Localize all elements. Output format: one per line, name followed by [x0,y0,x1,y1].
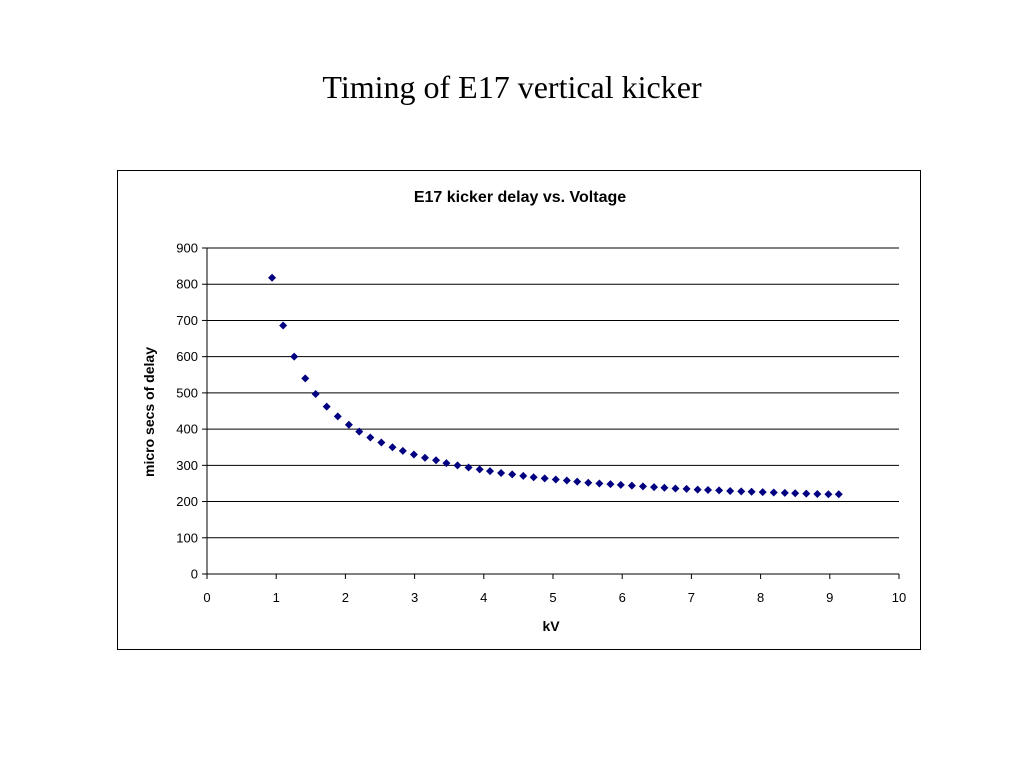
data-point [573,477,582,486]
data-point [627,481,636,490]
data-point [747,487,756,496]
data-point [834,490,843,499]
data-point [301,374,310,383]
data-point [813,489,822,498]
data-point [322,402,331,411]
x-tick-label: 5 [549,590,556,605]
x-tick-label: 9 [826,590,833,605]
data-point [268,273,277,282]
x-tick-label: 0 [203,590,210,605]
chart-frame: E17 kicker delay vs. Voltage micro secs … [117,170,921,650]
data-point [824,490,833,499]
data-point [650,483,659,492]
data-point [791,489,800,498]
data-point [355,427,364,436]
x-tick-label: 4 [480,590,487,605]
data-point [464,463,473,472]
data-point [420,453,429,462]
data-point [595,479,604,488]
y-axis-label: micro secs of delay [141,347,157,477]
data-point [606,480,615,489]
data-point [344,420,353,429]
x-tick-label: 1 [273,590,280,605]
x-tick-label: 6 [619,590,626,605]
data-point [475,465,484,474]
data-point [290,352,299,361]
data-point [660,483,669,492]
data-point [638,482,647,491]
y-tick-label: 300 [176,458,198,473]
data-point [802,489,811,498]
data-point [616,480,625,489]
data-point [432,456,441,465]
data-point [311,389,320,398]
data-point [497,468,506,477]
x-axis-label: kV [542,618,560,634]
data-point [726,487,735,496]
data-point [453,461,462,470]
y-tick-label: 700 [176,313,198,328]
data-point [366,433,375,442]
data-point [409,450,418,459]
data-point [519,471,528,480]
data-point [769,488,778,497]
data-point [551,475,560,484]
data-points [268,273,843,499]
x-tick-label: 2 [342,590,349,605]
chart-title: E17 kicker delay vs. Voltage [414,189,626,206]
data-point [377,438,386,447]
x-tick-label: 10 [892,590,906,605]
y-tick-label: 200 [176,494,198,509]
x-tick-label: 8 [757,590,764,605]
data-point [540,474,549,483]
data-point [333,412,342,421]
data-point [704,485,713,494]
data-point [715,486,724,495]
x-tick-label: 3 [411,590,418,605]
chart: E17 kicker delay vs. Voltage micro secs … [141,189,906,634]
data-point [529,473,538,482]
slide-title: Timing of E17 vertical kicker [322,69,702,105]
x-tick-label: 7 [688,590,695,605]
grid-lines [207,247,899,539]
y-tick-label: 0 [191,567,198,582]
data-point [671,484,680,493]
data-point [398,446,407,455]
data-point [584,478,593,487]
data-point [682,484,691,493]
data-point [693,485,702,494]
data-point [442,459,451,468]
data-point [279,321,288,330]
data-point [388,443,397,452]
data-point [780,488,789,497]
data-point [562,476,571,485]
y-tick-label: 500 [176,385,198,400]
data-point [508,470,517,479]
tick-labels: 0 100 200 300 400 500 600 700 800 900 0 1 2 3 4 5 6 7 8 9 10 [176,241,906,606]
data-point [737,487,746,496]
y-tick-label: 400 [176,422,198,437]
y-tick-label: 100 [176,530,198,545]
y-tick-label: 600 [176,349,198,364]
axes [202,247,900,579]
data-point [758,488,767,497]
y-tick-label: 900 [176,241,198,256]
data-point [486,467,495,476]
y-tick-label: 800 [176,277,198,292]
